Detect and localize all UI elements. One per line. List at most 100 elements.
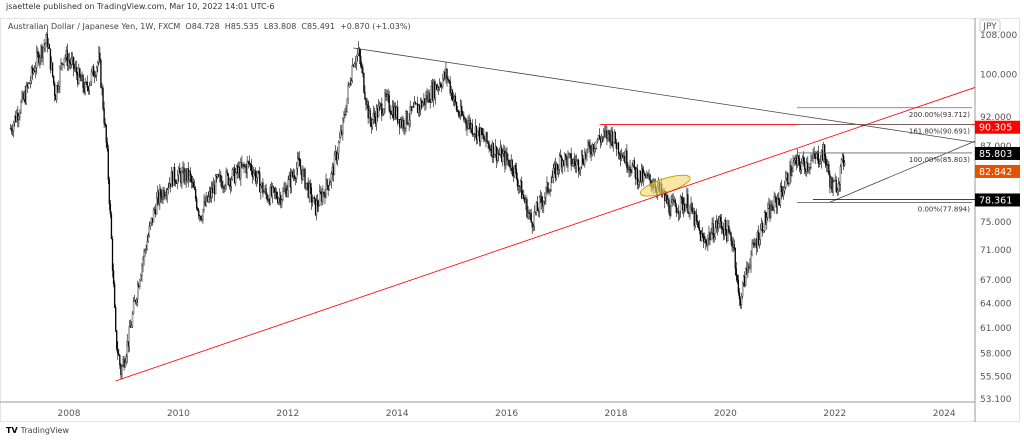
candle-body (360, 56, 362, 67)
candle-body (119, 355, 121, 366)
candle-body (180, 173, 182, 184)
candle-body (833, 180, 835, 183)
candle-body (341, 130, 343, 134)
candle-body (364, 92, 366, 100)
candle-body (667, 199, 669, 204)
candle-body (474, 126, 477, 135)
candle-body (449, 81, 451, 94)
candle-body (226, 171, 228, 174)
candle-body (156, 197, 158, 215)
candle-body (157, 191, 159, 199)
candle-body (73, 68, 76, 70)
candle-body (603, 131, 605, 138)
candle-body (145, 249, 147, 251)
candle-body (128, 326, 130, 347)
candle-body (88, 85, 91, 92)
candle-body (66, 50, 68, 66)
candle-body (403, 120, 405, 129)
candle-body (809, 166, 811, 168)
candle-body (782, 190, 785, 197)
candle-body (288, 174, 290, 180)
candle-body (624, 156, 626, 163)
candle-body (838, 183, 841, 185)
x-tick-label: 2022 (823, 409, 846, 419)
candle-body (233, 167, 236, 184)
candle-body (687, 194, 689, 213)
candle-body (124, 362, 126, 368)
candle-body (647, 174, 649, 177)
candle-body (634, 166, 636, 179)
x-tick-label: 2020 (714, 409, 737, 419)
candle-body (275, 191, 278, 199)
candle-body (799, 165, 802, 170)
candle-body (455, 102, 458, 111)
candle-body (692, 211, 694, 214)
fib-level-label: 161.80%(90.691) (909, 128, 970, 136)
candle-body (238, 167, 240, 173)
candle-body (490, 149, 492, 157)
candle-body (42, 47, 44, 58)
candle-body (14, 115, 16, 123)
candle-body (518, 185, 521, 187)
candle-body (363, 73, 365, 93)
candle-body (610, 130, 612, 143)
candle-body (715, 221, 717, 228)
candle-body (294, 178, 297, 180)
candle-body (685, 204, 687, 212)
candle-body (828, 164, 830, 175)
candle-body (62, 63, 64, 65)
candle-body (480, 128, 482, 142)
candle-body (777, 198, 780, 200)
candle-body (367, 101, 369, 119)
candle-body (220, 174, 222, 182)
currency-badge (979, 19, 1001, 33)
candle-body (374, 116, 377, 125)
candle-body (291, 171, 294, 177)
candle-body (555, 163, 558, 178)
candle-body (826, 164, 828, 166)
candle-body (132, 301, 135, 314)
candle-body (397, 119, 400, 123)
candle-body (227, 173, 229, 186)
candle-body (442, 78, 444, 88)
candle-body (261, 182, 263, 187)
candle-body (568, 153, 570, 156)
candle-body (818, 163, 821, 165)
candle-body (608, 130, 610, 135)
candle-body (740, 295, 743, 306)
candle-body (521, 181, 523, 199)
candle-body (299, 158, 301, 167)
candle-body (581, 154, 583, 168)
candle-body (345, 111, 347, 115)
candle-body (812, 153, 814, 159)
candle-body (129, 326, 132, 328)
candle-body (526, 199, 528, 218)
candle-body (213, 184, 216, 195)
candle-body (109, 203, 112, 215)
candle-body (821, 150, 824, 160)
candle-body (780, 186, 783, 193)
candle-body (730, 233, 732, 242)
candle-body (100, 60, 102, 88)
candle-body (606, 130, 608, 140)
candle-body (743, 275, 745, 284)
candle-body (594, 147, 596, 150)
candle-body (12, 122, 15, 132)
candle-body (813, 153, 815, 157)
candle-body (116, 330, 118, 349)
candle-body (489, 148, 491, 150)
candle-body (260, 185, 262, 193)
tradingview-brand[interactable]: TV TradingView (6, 426, 69, 435)
candle-body (512, 170, 514, 176)
candle-body (466, 124, 468, 129)
candle-body (728, 225, 730, 232)
candle-body (384, 93, 386, 110)
candle-body (30, 67, 33, 82)
candle-body (362, 67, 364, 74)
x-tick-label: 2016 (495, 409, 518, 419)
candle-body (831, 177, 833, 193)
candle-body (32, 70, 35, 74)
y-tick-label: 92.000 (980, 113, 1012, 123)
candle-body (441, 86, 443, 88)
